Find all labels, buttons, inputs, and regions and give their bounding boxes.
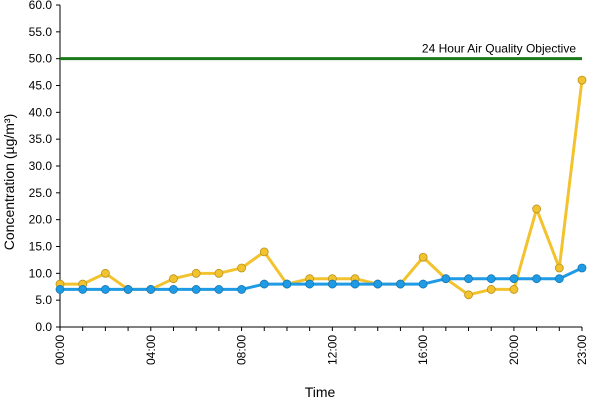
series-2-point — [305, 279, 315, 289]
series-2-point — [169, 285, 178, 294]
x-tick-label: 08:00 — [235, 335, 249, 365]
y-tick-label: 55.0 — [29, 25, 53, 39]
series-group — [55, 75, 587, 300]
x-axis: 00:00 04:00 08:00 12:00 16:00 20:00 23:00 — [53, 327, 589, 365]
x-tick-label: 23:00 — [575, 335, 589, 365]
x-tick-label: 04:00 — [144, 335, 158, 365]
series-2-point — [146, 285, 156, 294]
series-2-point — [396, 279, 405, 289]
reference-line-group: 24 Hour Air Quality Objective — [60, 42, 582, 61]
series-1-point — [169, 274, 178, 284]
series-2-point — [259, 279, 269, 289]
y-tick-label: 45.0 — [29, 79, 53, 93]
y-tick-label: 5.0 — [35, 293, 52, 307]
series-2-point — [282, 279, 292, 289]
series-2-point — [418, 279, 428, 289]
y-tick-label: 35.0 — [29, 132, 53, 146]
series-2-point — [509, 274, 519, 284]
y-tick-label: 40.0 — [29, 105, 53, 119]
series-1-point — [191, 268, 201, 278]
series-1-point — [464, 290, 473, 300]
y-tick-label: 15.0 — [29, 240, 53, 254]
y-axis: 0.0 5.0 10.0 15.0 20.0 25.0 30.0 35.0 40.0 45.0 50… — [29, 0, 60, 334]
series-1-point — [577, 75, 587, 85]
series-2-point — [327, 279, 337, 289]
y-tick-label: 0.0 — [35, 320, 52, 334]
series-2-point — [464, 274, 473, 284]
series-2-point — [486, 274, 496, 284]
y-tick-label: 60.0 — [29, 0, 53, 12]
series-1-line — [60, 79, 584, 297]
series-2-point — [55, 285, 65, 294]
series-1-point — [418, 252, 428, 262]
y-tick-label: 30.0 — [29, 159, 53, 173]
series-1-point — [554, 263, 564, 273]
series-2-point — [577, 263, 587, 273]
series-2-point — [373, 279, 383, 289]
x-tick-label: 12:00 — [325, 335, 339, 365]
y-axis-title: Concentration (µg/m³) — [1, 114, 17, 250]
series-2-point — [441, 274, 451, 284]
series-1-point — [214, 268, 224, 278]
series-1-point — [100, 268, 110, 278]
x-tick-label: 20:00 — [507, 335, 521, 365]
series-2-point — [214, 285, 224, 294]
series-2-point — [554, 274, 564, 284]
y-tick-label: 10.0 — [29, 266, 53, 280]
series-2-point — [350, 279, 360, 289]
reference-line-label: 24 Hour Air Quality Objective — [422, 42, 576, 56]
series-2-point — [78, 285, 88, 294]
series-1-point — [509, 285, 519, 294]
series-2-point — [123, 285, 133, 294]
series-1-point — [486, 285, 496, 294]
x-axis-title: Time — [305, 384, 336, 400]
series-2-point — [191, 285, 201, 294]
x-tick-label: 16:00 — [416, 335, 430, 365]
series-2-point — [100, 285, 110, 294]
series-1-point — [237, 263, 246, 273]
series-1-point — [259, 247, 269, 257]
y-tick-label: 25.0 — [29, 186, 53, 200]
y-tick-label: 20.0 — [29, 213, 53, 227]
x-tick-label: 00:00 — [53, 335, 67, 365]
series-2-point — [237, 285, 246, 294]
series-2-point — [532, 274, 542, 284]
series-1-point — [532, 204, 542, 214]
y-tick-label: 50.0 — [29, 52, 53, 66]
